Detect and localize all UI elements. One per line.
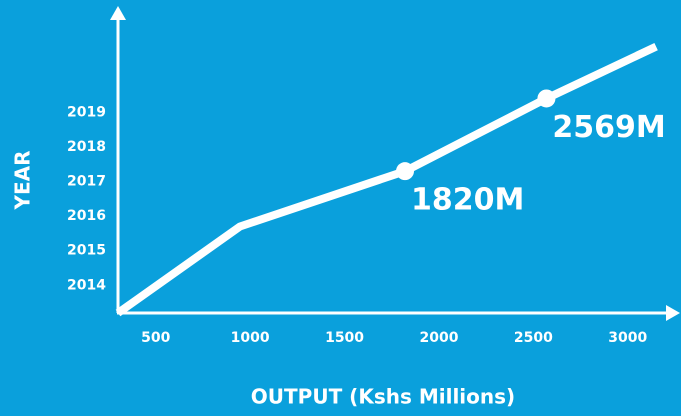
x-axis-arrow <box>666 305 680 321</box>
y-tick-label: 2016 <box>67 208 106 224</box>
x-tick-label: 2000 <box>419 330 458 346</box>
annotation: 1820M <box>411 183 524 218</box>
y-axis-label: YEAR <box>11 150 35 210</box>
annotation: 2569M <box>552 110 665 145</box>
x-tick-label: 1000 <box>231 330 270 346</box>
y-tick-label: 2014 <box>67 277 106 293</box>
y-axis-arrow <box>110 6 126 20</box>
y-tick-label: 2018 <box>67 139 106 155</box>
x-tick-label: 500 <box>141 330 170 346</box>
point <box>537 89 556 108</box>
x-tick-label: 1500 <box>325 330 364 346</box>
x-axis-label: OUTPUT (Kshs Millions) <box>251 385 515 409</box>
x-tick-label: 3000 <box>608 330 647 346</box>
point <box>395 162 414 181</box>
y-tick-label: 2019 <box>67 104 106 120</box>
x-tick-label: 2500 <box>514 330 553 346</box>
y-tick-label: 2017 <box>67 174 106 190</box>
y-tick-label: 2015 <box>67 243 106 259</box>
